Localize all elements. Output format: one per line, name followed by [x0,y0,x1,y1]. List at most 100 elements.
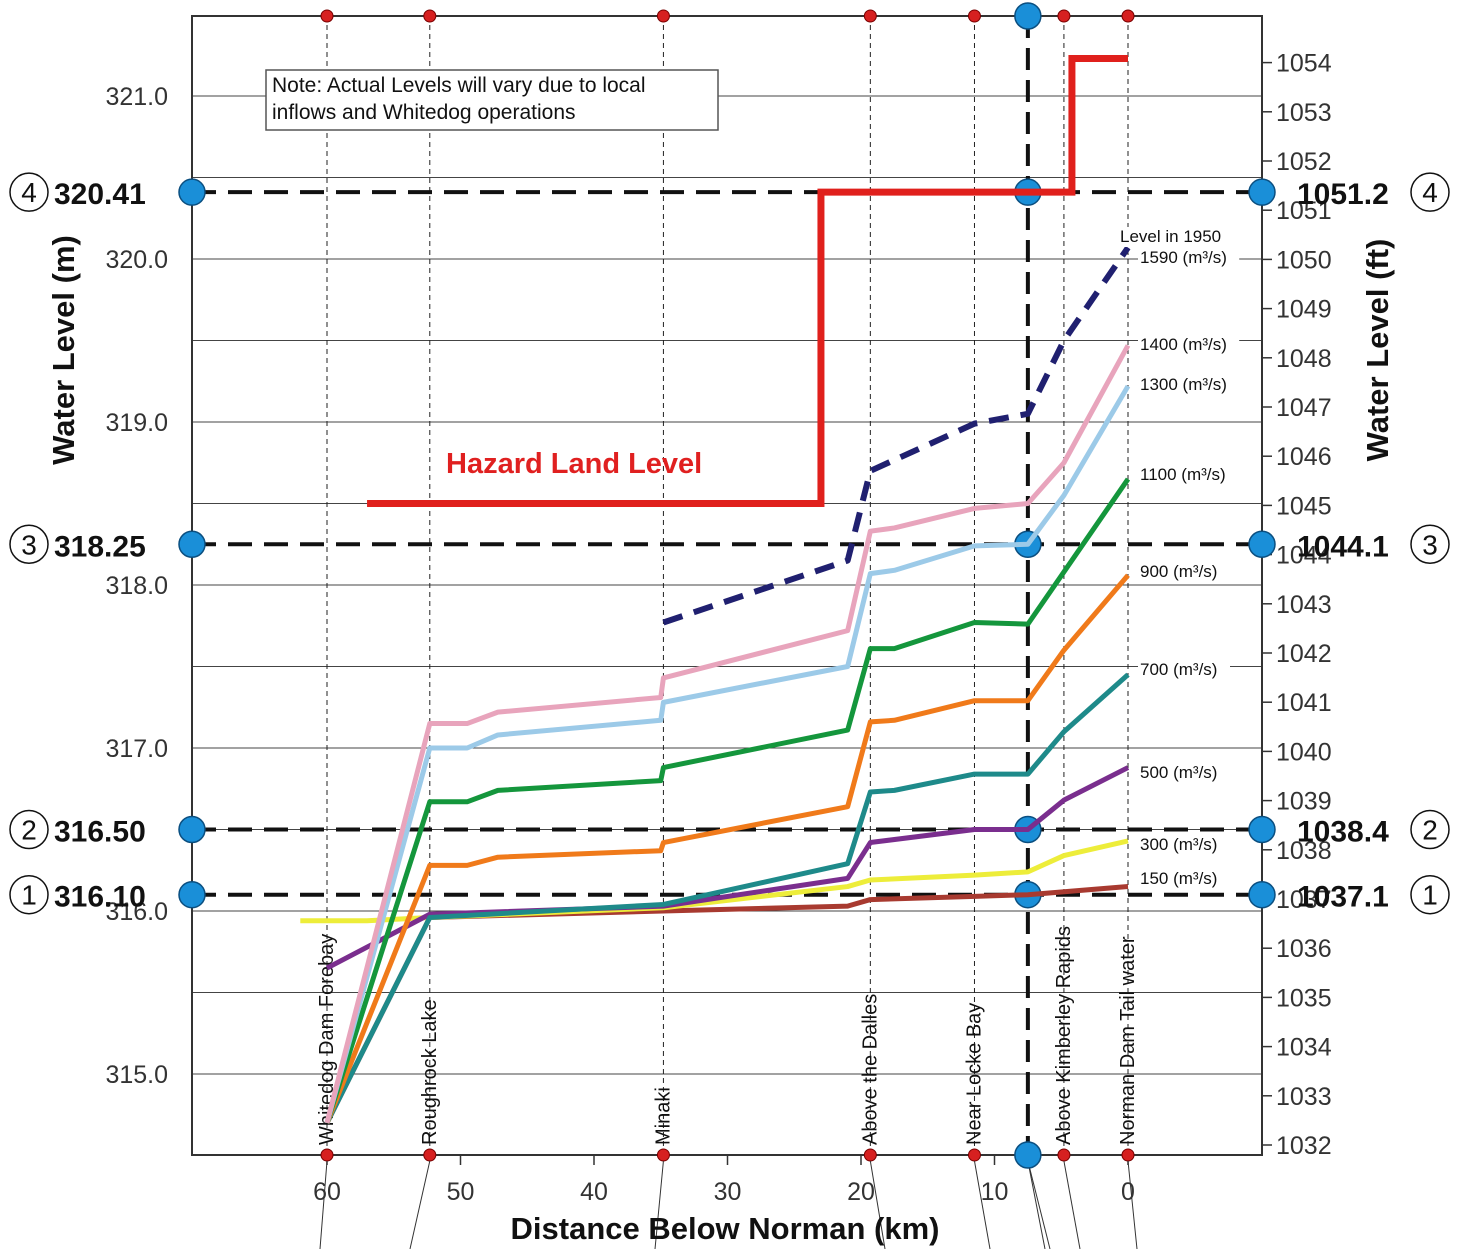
series-line [324,573,1130,1124]
location-marker-bottom [967,1148,981,1162]
reference-number-right: 2 [1422,815,1438,846]
series-label: 300 (m³/s) [1140,835,1217,854]
reference-badge-right [1410,524,1450,564]
series-label-bg [1138,834,1230,855]
reference-ft-label: 1044.1 [1297,530,1389,563]
reference-number-left: 1 [21,880,37,911]
chart-labels: 150 (m³/s) 300 (m³/s) 500 (m³/s) 700 (m³/s)… [1118,227,1252,889]
series-label-bg [1138,334,1240,355]
series-label-above: Level in 1950 [1120,227,1221,246]
series-label-bg [1138,762,1230,783]
location-leader [319,1160,328,1249]
location-leader [869,1160,886,1249]
reference-marker [1248,815,1276,844]
y-tick-label-right: 1041 [1276,689,1332,717]
location-leader [409,1160,431,1249]
series-line [662,245,1131,626]
reference-ft-label: 1051.2 [1297,178,1389,211]
hazard-label: Hazard Land Level [446,448,702,480]
reference-marker [1248,178,1276,206]
series-label: 1300 (m³/s) [1140,375,1227,394]
reference-m-label: 320.41 [54,178,146,211]
y-tick-label-right: 1039 [1276,788,1332,816]
y-tick-label-right: 1040 [1276,738,1332,766]
series-label: 1590 (m³/s) [1140,248,1227,267]
x-axis-title: Distance Below Norman (km) [511,1211,940,1246]
series-label: 150 (m³/s) [1140,869,1217,888]
y-tick-label-right: 1036 [1276,935,1332,963]
note-line-2: inflows and Whitedog operations [272,101,576,124]
reference-marker [178,880,206,909]
location-marker-bottom [863,1148,877,1162]
location-leader [654,1160,664,1249]
x-tick-label: 40 [580,1178,608,1206]
y-axis-title-left: Water Level (m) [46,235,81,465]
x-tick-label: 50 [447,1178,475,1206]
y-tick-label-left: 320.0 [105,246,168,274]
y-tick-label-right: 1042 [1276,640,1332,668]
reference-badge-left [9,809,49,850]
reference-number-left: 4 [21,177,37,208]
series-label-bg [1138,464,1240,485]
reference-badge-right [1410,172,1450,212]
y-tick-label-right: 1038 [1276,837,1332,865]
y-tick-label-right: 1048 [1276,345,1332,373]
y-tick-label-right: 1044 [1276,542,1332,570]
location-marker-top [863,9,877,23]
series-line [324,344,1131,1124]
location-marker-top [967,9,981,23]
location-label: Above Kimberley Rapids [1053,926,1075,1145]
reference-badge-left [9,524,49,564]
series-label-bg [1138,561,1230,582]
y-tick-label-left: 321.0 [105,83,168,111]
x-tick-label: 20 [847,1178,875,1206]
reference-ft-label: 1037.1 [1297,881,1389,914]
location-marker-bottom [656,1148,670,1162]
series-line [324,884,1129,1125]
location-marker-top [320,9,334,23]
location-label: Norman Dam Tail water [1117,936,1139,1145]
location-marker-bottom [423,1148,437,1162]
y-tick-label-left: 315.0 [105,1061,168,1089]
location-leader [1127,1160,1138,1249]
location-leader [1063,1160,1081,1249]
reference-marker [1248,530,1276,558]
reference-number-right: 3 [1422,529,1438,560]
hazard-land-level [367,55,1128,507]
series-label-bg [1138,247,1240,268]
hazard-line [367,55,1128,507]
reference-ft-label: 1038.4 [1297,816,1389,849]
reference-m-label: 316.50 [54,816,146,849]
y-tick-label-right: 1051 [1276,197,1332,225]
reference-m-label: 316.10 [54,881,146,914]
reference-marker [178,815,206,844]
reference-number-right: 4 [1422,177,1438,208]
y-tick-label-right: 1047 [1276,394,1332,422]
grid: 315.0 316.0 317.0 318.0 319.0 320.0 321.0 1032 1… [105,15,1332,1206]
chart-note: Note: Actual Levels will vary due to loc… [265,69,719,131]
note-line-1: Note: Actual Levels will vary due to loc… [272,74,646,97]
series-line [324,672,1130,1125]
reference-number-right: 1 [1422,880,1438,911]
reference-badge-right [1410,874,1450,915]
x-tick-label: 10 [981,1178,1009,1206]
x-tick-label: 0 [1121,1178,1135,1206]
series-label: 1400 (m³/s) [1140,335,1227,354]
location-markers: Whitedog Dam Forebay Roughrock Lake Minaki… [316,2,1139,1249]
y-tick-label-right: 1049 [1276,296,1332,324]
reference-marker [178,178,206,206]
reference-badge-right [1410,809,1450,850]
series-label: 500 (m³/s) [1140,763,1217,782]
y-tick-label-left: 319.0 [105,409,168,437]
series-label: 900 (m³/s) [1140,562,1217,581]
series-label-bg [1138,659,1230,680]
y-tick-label-left: 316.0 [105,898,168,926]
location-label: Above the Dalles [859,994,881,1145]
reference-marker [178,530,206,558]
y-tick-label-left: 318.0 [105,572,168,600]
y-tick-label-right: 1045 [1276,492,1332,520]
location-label: Near Locke Bay [963,1003,985,1145]
location-marker-top [656,9,670,23]
blue-marker-bottom [1014,1141,1042,1169]
